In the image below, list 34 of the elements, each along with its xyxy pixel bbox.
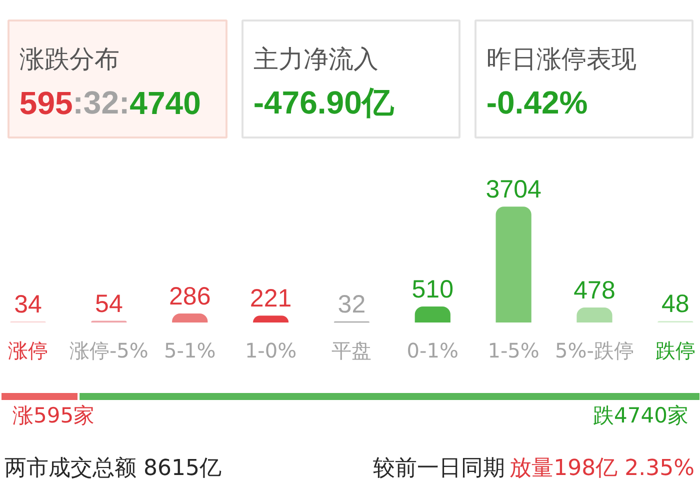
data-label: 跌4740家 bbox=[593, 404, 689, 428]
bar bbox=[496, 206, 532, 322]
text: -476.90亿 bbox=[253, 84, 395, 120]
x-tick-label: 跌停 bbox=[655, 338, 696, 362]
data-label: 涨595家 bbox=[12, 404, 95, 428]
data-label: 32 bbox=[338, 290, 366, 318]
text: 595 bbox=[19, 84, 73, 121]
data-label: 286 bbox=[169, 282, 211, 311]
data-label: 510 bbox=[412, 276, 454, 304]
text: 两市成交总额 8615亿 bbox=[4, 456, 222, 481]
data-label: 3704 bbox=[486, 176, 542, 204]
data-label: 221 bbox=[250, 284, 292, 313]
x-tick-label: 涨停-5% bbox=[69, 338, 148, 362]
text: 涨跌分布 bbox=[19, 44, 120, 74]
bar bbox=[576, 308, 612, 322]
x-tick-label: 平盘 bbox=[332, 338, 372, 362]
text: 较前一日同期 bbox=[372, 456, 505, 481]
x-tick-label: 5%-跌停 bbox=[555, 338, 634, 362]
text: 昨日涨停表现 bbox=[486, 44, 636, 74]
data-label: 34 bbox=[14, 290, 42, 318]
x-tick-label: 涨停 bbox=[8, 338, 48, 362]
x-tick-label: 0-1% bbox=[406, 338, 458, 362]
x-tick-label: 1-5% bbox=[488, 338, 540, 362]
data-label: 478 bbox=[574, 276, 616, 305]
text: :32: bbox=[72, 84, 130, 120]
text: 主力净流入 bbox=[253, 44, 378, 74]
text: -0.42% bbox=[486, 84, 588, 120]
text: 4740 bbox=[130, 84, 201, 121]
x-tick-label: 1-0% bbox=[244, 338, 297, 362]
text: 放量198亿 2.35% bbox=[510, 456, 694, 481]
x-tick-label: 5-1% bbox=[164, 338, 216, 362]
data-label: 54 bbox=[95, 290, 123, 318]
bar bbox=[414, 306, 450, 322]
data-label: 48 bbox=[662, 290, 690, 318]
